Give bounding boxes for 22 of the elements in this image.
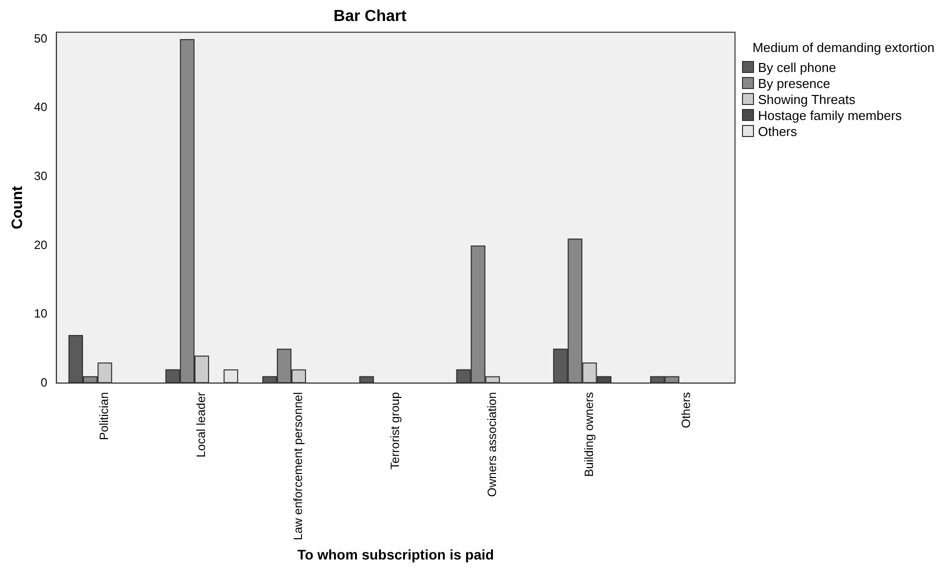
y-tick-label: 10 [34,306,48,321]
y-tick-label: 30 [34,169,48,184]
y-tick-label: 20 [34,238,48,252]
x-tick-label: Local leader [194,392,208,458]
legend-label: By presence [758,76,830,90]
y-tick-label: 0 [40,375,48,390]
legend-title: Medium of demanding extortion [751,40,936,55]
x-tick-label: Others [678,392,693,428]
legend-label: Others [758,124,798,138]
y-axis-title: Count [9,186,26,230]
x-tick-label: Building owners [582,392,596,477]
x-tick-label: Terrorist group [388,392,402,470]
x-tick-label: Owners association [484,392,499,497]
chart-title: Bar Chart [334,8,408,26]
legend-label: By cell phone [758,60,836,74]
x-axis-title: To whom subscription is paid [297,546,494,562]
x-tick-label: Law enforcement personnel [291,392,306,540]
y-tick-label: 40 [34,100,48,114]
x-tick-label: Politician [97,392,112,440]
legend-label: Showing Threats [758,92,856,106]
legend-label: Hostage family members [758,108,902,122]
y-tick-label: 50 [34,31,48,46]
